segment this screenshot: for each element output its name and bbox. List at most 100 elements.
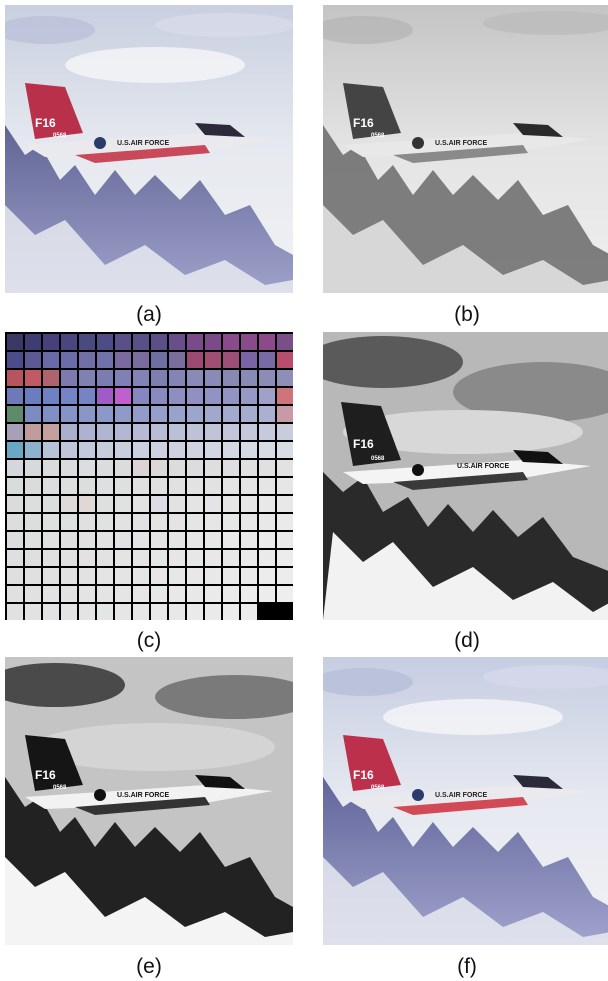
- palette-cell: [187, 550, 203, 566]
- serial-text: 0568: [53, 133, 67, 139]
- palette-cell: [205, 604, 221, 620]
- palette-cell: [223, 334, 239, 350]
- palette-cell: [7, 388, 23, 404]
- palette-cell: [187, 514, 203, 530]
- palette-cell: [277, 370, 293, 386]
- palette-cell: [277, 532, 293, 548]
- palette-cell: [133, 568, 149, 584]
- palette-cell: [223, 406, 239, 422]
- palette-cell: [43, 550, 59, 566]
- palette-cell: [259, 334, 275, 350]
- palette-cell: [7, 604, 23, 620]
- palette-cell: [79, 604, 95, 620]
- palette-cell: [205, 352, 221, 368]
- palette-cell: [277, 550, 293, 566]
- fuselage-text: U.S.AIR FORCE: [435, 792, 487, 799]
- palette-cell: [7, 406, 23, 422]
- palette-cell: [25, 586, 41, 602]
- panel-f-color-jet: F16 0568 U.S.AIR FORCE: [323, 657, 608, 945]
- palette-cell: [277, 586, 293, 602]
- palette-cell: [277, 352, 293, 368]
- palette-cell: [61, 586, 77, 602]
- caption-f: (f): [457, 955, 477, 978]
- palette-cell: [205, 388, 221, 404]
- palette-cell: [259, 388, 275, 404]
- palette-cell: [7, 568, 23, 584]
- palette-cell: [25, 334, 41, 350]
- palette-cell: [223, 532, 239, 548]
- palette-cell: [205, 514, 221, 530]
- palette-cell: [223, 568, 239, 584]
- caption-d: (d): [454, 629, 480, 652]
- palette-cell: [259, 478, 275, 494]
- palette-cell: [169, 406, 185, 422]
- palette-cell: [115, 460, 131, 476]
- palette-cell: [241, 370, 257, 386]
- tail-text: F16: [35, 768, 56, 782]
- jet-photo-contrast-d: F16 0568 U.S.AIR FORCE: [323, 332, 608, 620]
- palette-cell: [241, 550, 257, 566]
- palette-cell: [241, 442, 257, 458]
- palette-cell: [43, 586, 59, 602]
- palette-cell: [79, 568, 95, 584]
- palette-cell: [115, 334, 131, 350]
- palette-cell: [259, 406, 275, 422]
- palette-cell: [25, 442, 41, 458]
- palette-cell: [97, 460, 113, 476]
- palette-cell: [79, 496, 95, 512]
- palette-cell: [259, 370, 275, 386]
- palette-cell: [241, 460, 257, 476]
- palette-cell: [61, 424, 77, 440]
- palette-cell: [223, 442, 239, 458]
- palette-cell: [133, 406, 149, 422]
- caption-c: (c): [136, 629, 162, 652]
- palette-cell: [43, 532, 59, 548]
- palette-cell: [151, 568, 167, 584]
- palette-cell: [25, 604, 41, 620]
- palette-cell: [187, 352, 203, 368]
- palette-cell: [7, 478, 23, 494]
- palette-cell: [277, 406, 293, 422]
- palette-cell: [133, 604, 149, 620]
- palette-cell: [187, 478, 203, 494]
- palette-cell: [205, 496, 221, 512]
- palette-cell: [169, 460, 185, 476]
- palette-cell: [205, 442, 221, 458]
- palette-cell: [61, 550, 77, 566]
- palette-cell: [259, 352, 275, 368]
- palette-cell: [241, 424, 257, 440]
- palette-cell: [43, 478, 59, 494]
- palette-cell: [259, 604, 275, 620]
- palette-cell: [133, 334, 149, 350]
- palette-cell: [133, 460, 149, 476]
- palette-cell: [277, 568, 293, 584]
- palette-cell: [133, 370, 149, 386]
- palette-cell: [43, 424, 59, 440]
- palette-cell: [115, 514, 131, 530]
- palette-cell: [97, 514, 113, 530]
- palette-cell: [25, 568, 41, 584]
- palette-cell: [205, 586, 221, 602]
- palette-cell: [79, 532, 95, 548]
- palette-cell: [205, 370, 221, 386]
- palette-cell: [97, 568, 113, 584]
- tail-text: F16: [353, 116, 374, 130]
- palette-cell: [133, 586, 149, 602]
- palette-cell: [97, 550, 113, 566]
- palette-cell: [115, 586, 131, 602]
- panel-d-contrast-jet: F16 0568 U.S.AIR FORCE: [323, 332, 608, 620]
- palette-cell: [223, 460, 239, 476]
- palette-cell: [25, 370, 41, 386]
- serial-text: 0568: [371, 785, 385, 791]
- palette-cell: [79, 424, 95, 440]
- palette-cell: [61, 352, 77, 368]
- palette-cell: [277, 442, 293, 458]
- palette-cell: [223, 496, 239, 512]
- palette-cell: [187, 586, 203, 602]
- palette-cell: [151, 406, 167, 422]
- palette-cell: [43, 370, 59, 386]
- palette-cell: [223, 370, 239, 386]
- jet-photo-color: F16 0568 U.S.AIR FORCE: [5, 5, 293, 293]
- palette-cell: [97, 442, 113, 458]
- palette-cell: [223, 586, 239, 602]
